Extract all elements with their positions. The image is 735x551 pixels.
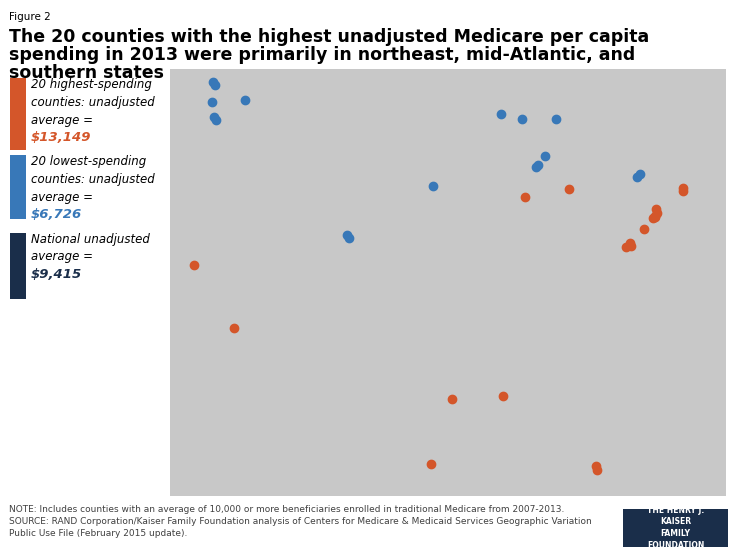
Text: $9,415: $9,415 — [31, 268, 82, 281]
Text: southern states: southern states — [9, 64, 164, 82]
Text: The 20 counties with the highest unadjusted Medicare per capita: The 20 counties with the highest unadjus… — [9, 28, 649, 46]
Text: 20 lowest-spending: 20 lowest-spending — [31, 155, 146, 169]
Text: $13,149: $13,149 — [31, 131, 91, 144]
Text: THE HENRY J.
KAISER
FAMILY
FOUNDATION: THE HENRY J. KAISER FAMILY FOUNDATION — [647, 506, 704, 550]
Text: counties: unadjusted: counties: unadjusted — [31, 96, 154, 109]
Text: NOTE: Includes counties with an average of 10,000 or more beneficiaries enrolled: NOTE: Includes counties with an average … — [9, 505, 592, 538]
Text: average =: average = — [31, 114, 96, 127]
Text: average =: average = — [31, 191, 96, 204]
Text: average =: average = — [31, 250, 93, 263]
Text: counties: unadjusted: counties: unadjusted — [31, 173, 154, 186]
Text: spending in 2013 were primarily in northeast, mid-Atlantic, and: spending in 2013 were primarily in north… — [9, 46, 635, 64]
Text: $6,726: $6,726 — [31, 208, 82, 222]
Text: 20 highest-spending: 20 highest-spending — [31, 78, 151, 91]
Text: Figure 2: Figure 2 — [9, 12, 51, 22]
Text: National unadjusted: National unadjusted — [31, 233, 150, 246]
